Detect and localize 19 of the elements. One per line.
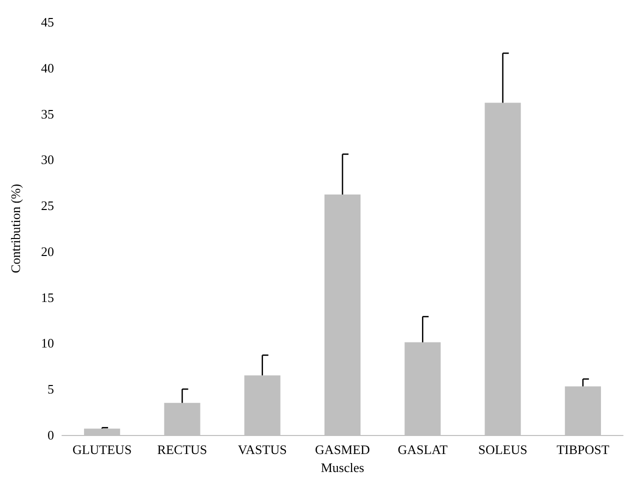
y-tick-label: 40 [41, 60, 54, 76]
x-tick-label: GASMED [315, 442, 370, 457]
y-tick-label: 20 [41, 244, 54, 259]
y-tick-label: 30 [41, 152, 54, 168]
y-tick-label: 5 [48, 382, 54, 397]
x-tick-label: VASTUS [238, 442, 287, 457]
x-tick-label: RECTUS [157, 442, 208, 457]
x-tick-label: GLUTEUS [72, 442, 132, 457]
x-tick-label: SOLEUS [478, 442, 528, 457]
y-tick-label: 0 [48, 428, 54, 442]
x-axis-title: Muscles [320, 460, 364, 475]
y-tick-label: 25 [41, 198, 54, 214]
y-tick-label: 10 [41, 336, 54, 351]
y-tick-label: 35 [41, 106, 54, 122]
y-tick-label: 45 [41, 14, 54, 30]
x-tick-label: TIBPOST [556, 442, 610, 457]
y-axis-title: Contribution (%) [8, 184, 23, 274]
y-tick-label: 15 [41, 290, 54, 305]
x-tick-label: GASLAT [398, 442, 448, 457]
